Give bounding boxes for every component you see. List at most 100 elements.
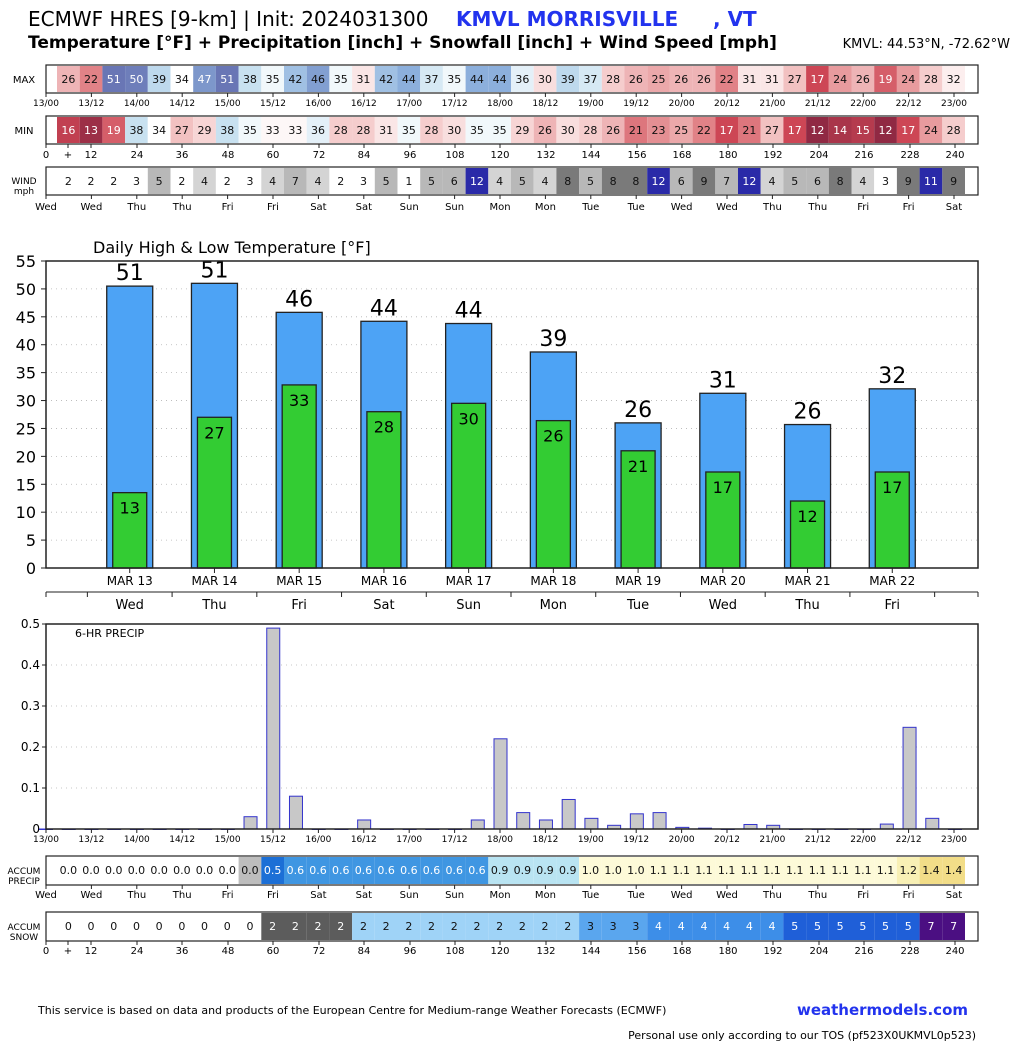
- accum-snow-axis-label: 204: [809, 946, 828, 957]
- wind-axis-label: Tue: [581, 202, 599, 213]
- wind-axis-label: Thu: [762, 202, 782, 213]
- max-temp-cell: [874, 66, 897, 92]
- max-temp-cell: [715, 66, 738, 92]
- accum-snow-value: 4: [655, 920, 662, 933]
- wind-value: 9: [905, 175, 912, 188]
- accum-precip-axis-label: Thu: [172, 890, 192, 901]
- temp-weekday-label: Tue: [626, 598, 649, 613]
- wind-axis-label: Thu: [807, 202, 827, 213]
- max-temp-value: 26: [856, 73, 870, 86]
- max-temp-cell: [556, 66, 580, 92]
- precip-bar: [243, 816, 258, 830]
- precip-xtick-label: 20/12: [714, 835, 740, 845]
- max-temp-cell: [57, 66, 80, 92]
- accum-precip-value: 1.0: [627, 864, 645, 877]
- max-axis-label: 19/00: [578, 99, 604, 109]
- accum-snow-value: 3: [632, 920, 639, 933]
- precip-bar: [357, 819, 372, 830]
- wind-axis-label: Sun: [445, 202, 464, 213]
- temp-chart: 0 5 10 15 20 25 30 35 40 45 50 55 51 13 MAR 13 Wed 51 27 M…: [16, 252, 979, 613]
- max-temp-value: 31: [765, 73, 779, 86]
- temp-weekday-label: Thu: [201, 598, 226, 613]
- max-axis-label: 16/12: [351, 99, 377, 109]
- wind-value: 4: [269, 175, 276, 188]
- accum-snow-value: 0: [178, 920, 185, 933]
- precip-bar: [652, 812, 667, 830]
- wind-axis-label: Sat: [946, 202, 962, 213]
- temp-high-label: 39: [539, 327, 567, 352]
- accum-snow-axis-label: 96: [404, 946, 417, 957]
- wind-strip-units: mph: [14, 187, 34, 197]
- temp-date-label: MAR 20: [700, 574, 746, 588]
- temp-low-label: 26: [543, 427, 563, 446]
- min-temp-cell: [147, 117, 171, 143]
- accum-precip-cell: [783, 857, 807, 884]
- min-temp-value: 19: [107, 124, 121, 137]
- wind-cell: [306, 168, 330, 194]
- max-temp-cell: [669, 66, 693, 92]
- accum-precip-cell: [420, 857, 443, 884]
- wind-cell: [57, 168, 80, 194]
- max-axis-label: 20/00: [669, 99, 695, 109]
- accum-precip-axis-label: Fri: [267, 890, 279, 901]
- accum-precip-value: 0.0: [60, 864, 78, 877]
- wind-axis-label: Sat: [310, 202, 326, 213]
- min-temp-value: 38: [129, 124, 143, 137]
- accum-snow-cell: [738, 913, 761, 940]
- min-temp-value: 28: [425, 124, 439, 137]
- accum-snow-label-2: SNOW: [10, 933, 39, 943]
- accum-snow-value: 0: [88, 920, 95, 933]
- accum-precip-value: 0.5: [264, 864, 282, 877]
- accum-snow-cell: [692, 913, 716, 940]
- max-temp-cell: [125, 66, 148, 92]
- wind-value: 6: [678, 175, 685, 188]
- accum-precip-axis-label: Tue: [627, 890, 645, 901]
- wind-value: 4: [859, 175, 866, 188]
- wind-cell: [692, 168, 716, 194]
- wind-value: 4: [496, 175, 503, 188]
- min-temp-value: 15: [856, 124, 870, 137]
- max-temp-value: 39: [561, 73, 575, 86]
- wind-value: 6: [814, 175, 821, 188]
- accum-snow-value: 2: [315, 920, 322, 933]
- max-temp-cell: [306, 66, 330, 92]
- accum-snow-axis-label: 48: [222, 946, 235, 957]
- accum-precip-axis-label: Wed: [716, 890, 738, 901]
- max-temp-value: 25: [652, 73, 666, 86]
- max-temp-value: 28: [924, 73, 938, 86]
- temp-ytick-label: 50: [16, 280, 36, 299]
- min-axis-label: 84: [358, 150, 371, 161]
- precip-xtick-label: 19/12: [623, 835, 649, 845]
- min-temp-value: 29: [198, 124, 212, 137]
- min-temp-value: 35: [243, 124, 257, 137]
- temp-low-bar: [450, 402, 487, 569]
- wind-cell: [329, 168, 353, 194]
- accum-precip-value: 0.0: [82, 864, 100, 877]
- precip-bar: [538, 819, 553, 830]
- wind-cell: [669, 168, 693, 194]
- max-temp-cell: [692, 66, 716, 92]
- accum-precip-cell: [329, 857, 353, 884]
- temp-weekday-label: Mon: [540, 598, 567, 613]
- wind-cell: [238, 168, 262, 194]
- accum-precip-cell: [488, 857, 511, 884]
- min-temp-value: 12: [810, 124, 824, 137]
- accum-snow-value: 4: [700, 920, 707, 933]
- max-temp-cell: [238, 66, 262, 92]
- accum-snow-value: 5: [859, 920, 866, 933]
- accum-precip-value: 1.1: [650, 864, 668, 877]
- accum-snow-cell: [601, 913, 625, 940]
- max-temp-cell: [896, 66, 920, 92]
- max-temp-cell: [601, 66, 625, 92]
- wind-axis-label: Thu: [126, 202, 146, 213]
- accum-snow-cell: [374, 913, 398, 940]
- accum-precip-cell: [919, 857, 943, 884]
- accum-precip-cell: [647, 857, 670, 884]
- temp-ytick-label: 45: [16, 308, 36, 327]
- precip-xtick-label: 15/12: [260, 835, 286, 845]
- max-temp-value: 24: [833, 73, 847, 86]
- accum-snow-value: 0: [201, 920, 208, 933]
- footer-brand[interactable]: weathermodels.com: [797, 1001, 968, 1019]
- accum-precip-cell: [579, 857, 602, 884]
- accum-precip-value: 1.0: [604, 864, 622, 877]
